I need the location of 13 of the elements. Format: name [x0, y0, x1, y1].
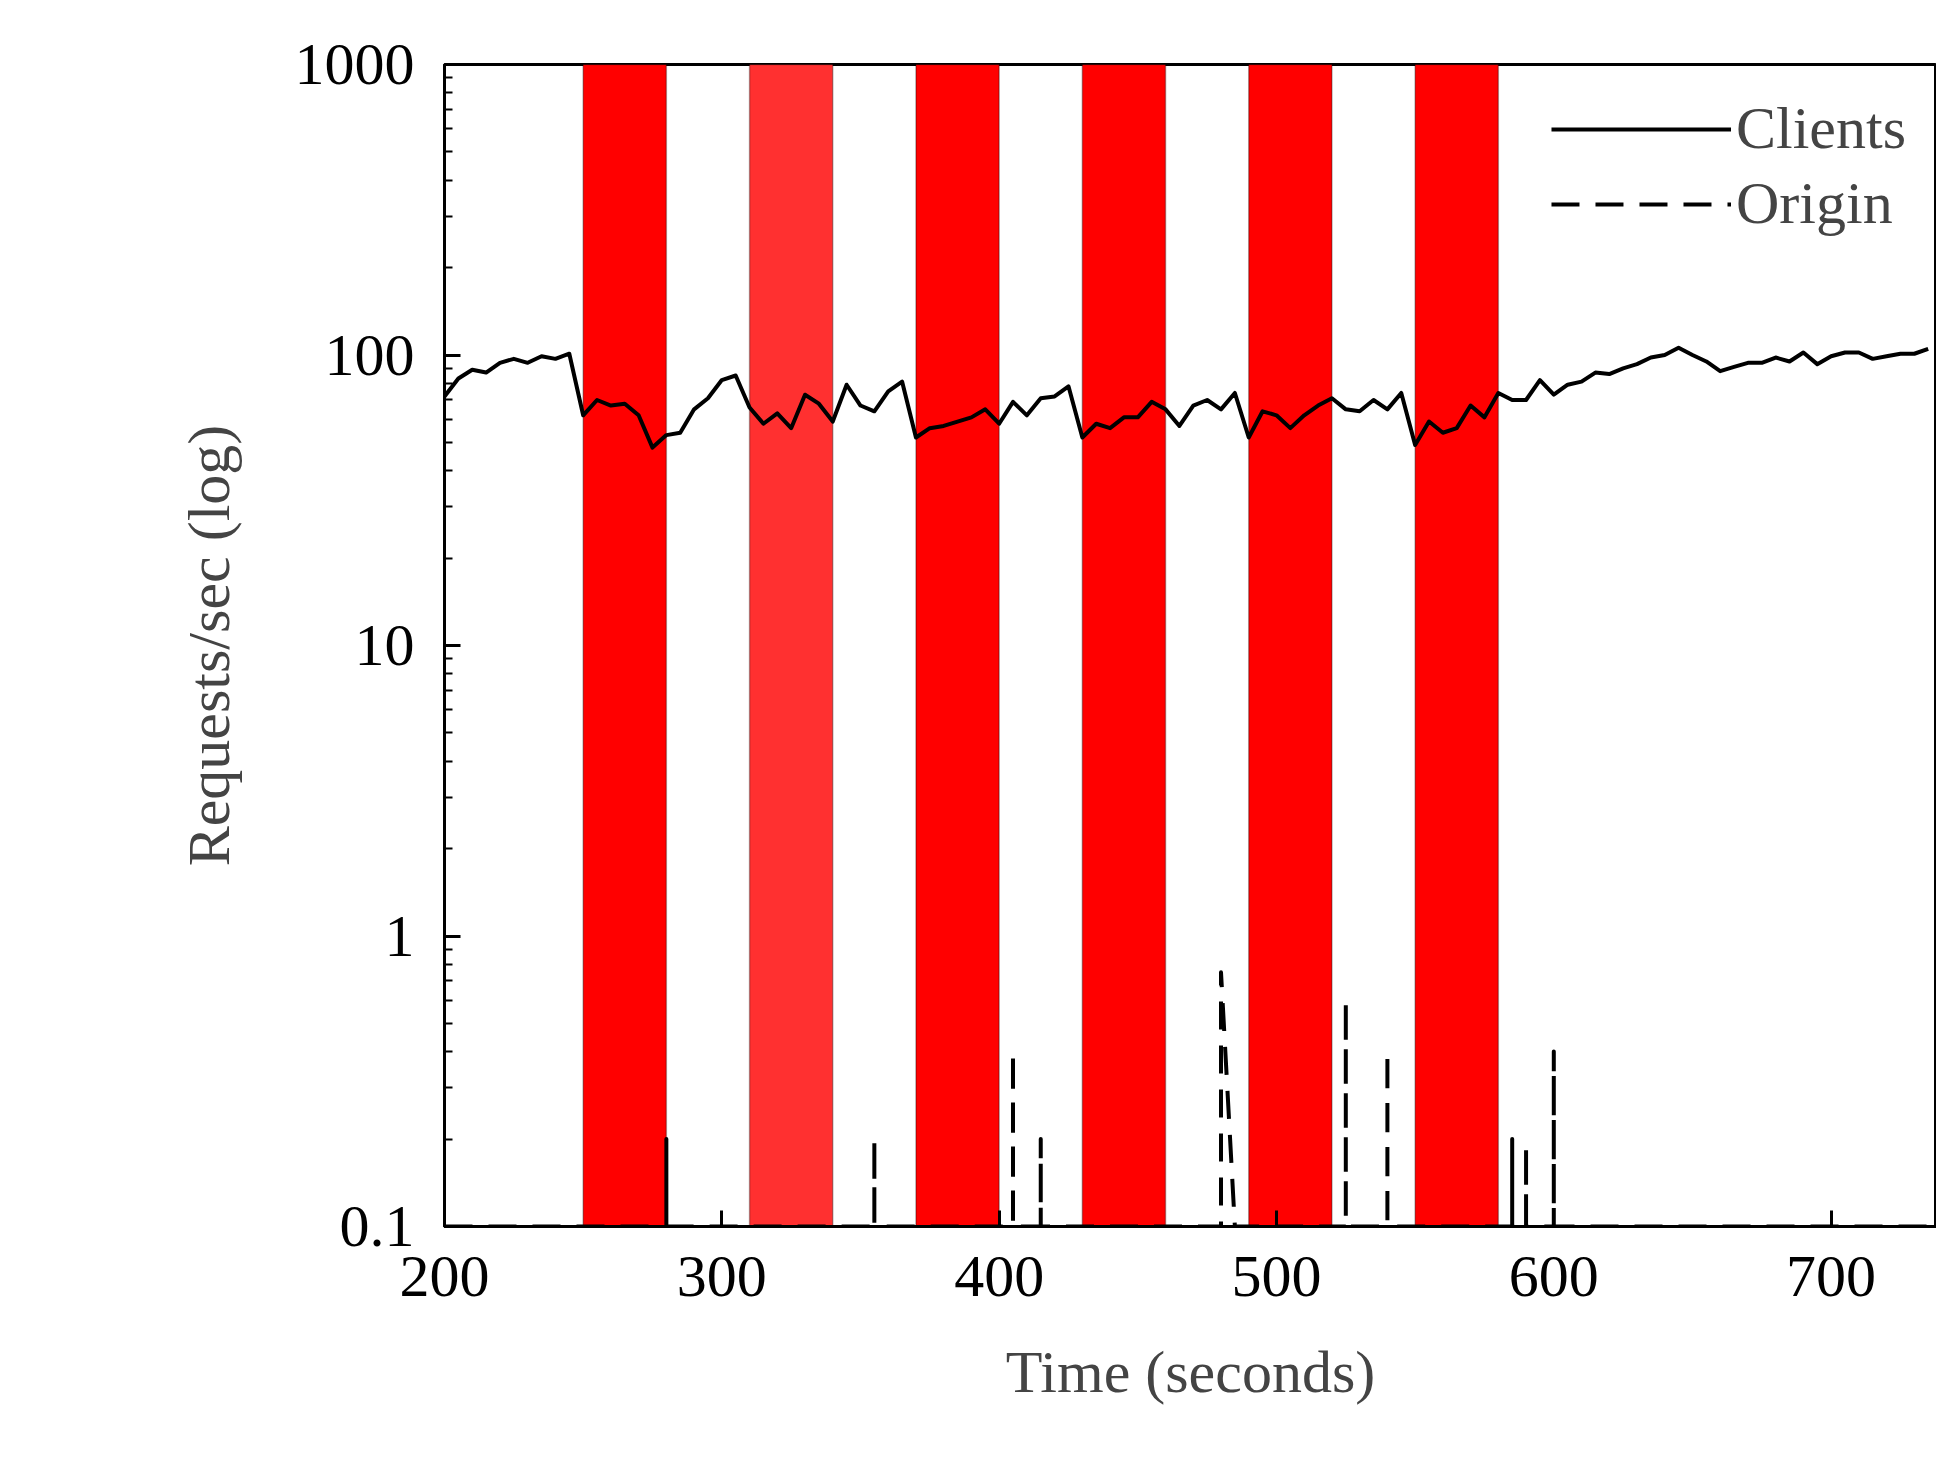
x-tick-label: 400	[954, 1242, 1045, 1309]
y-tick-label: 1	[384, 902, 415, 969]
y-tick-label: 1000	[294, 31, 415, 97]
x-axis-title: Time (seconds)	[1005, 1338, 1376, 1405]
legend-label: Origin	[1735, 169, 1893, 238]
x-tick-label: 700	[1786, 1242, 1877, 1309]
y-tick-label: 100	[324, 321, 415, 388]
x-tick-label: 300	[676, 1242, 767, 1309]
x-tick-label: 600	[1508, 1242, 1599, 1309]
x-tick-label: 500	[1231, 1242, 1322, 1309]
y-axis-title: Requests/sec (log)	[175, 424, 242, 867]
y-tick-label: 10	[354, 612, 415, 678]
legend-label: Clients	[1735, 94, 1906, 163]
